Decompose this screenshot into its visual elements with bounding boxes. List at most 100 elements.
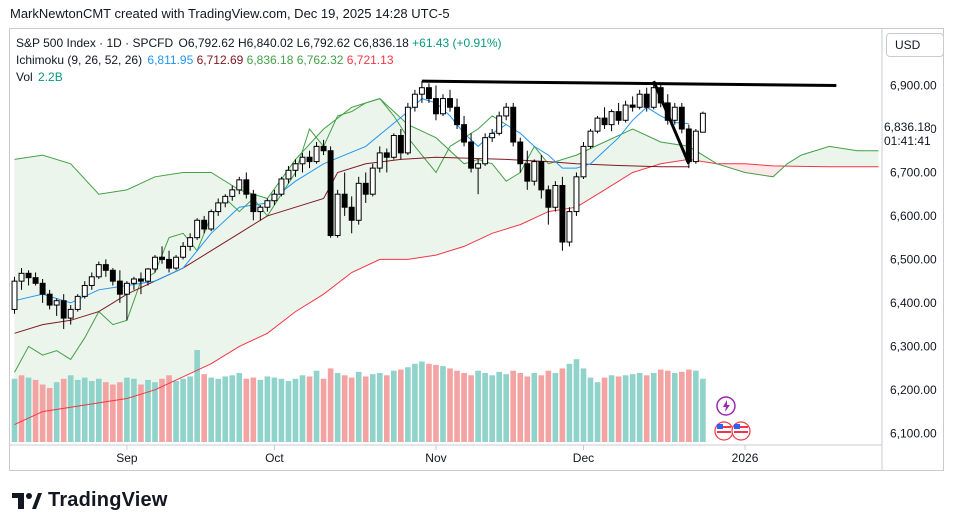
us-flag-canton xyxy=(734,424,741,429)
cloud-segment xyxy=(197,172,205,371)
cloud-segment xyxy=(457,157,465,249)
symbol-label[interactable]: S&P 500 Index · 1D · SPCFD xyxy=(16,36,174,50)
cloud-segment xyxy=(176,172,184,381)
cloud-segment xyxy=(63,161,71,409)
chart-frame[interactable] xyxy=(9,28,944,471)
cloud-segment xyxy=(147,176,155,393)
cloud-segment xyxy=(421,131,429,258)
volume-bar xyxy=(271,377,278,442)
candle-body xyxy=(306,156,313,163)
candle-body xyxy=(440,98,446,115)
candle-body xyxy=(152,256,158,270)
cloud-segment xyxy=(590,145,598,199)
volume-bar xyxy=(60,378,67,442)
volume-bar xyxy=(369,374,376,442)
candle-body xyxy=(173,256,180,269)
cloud-segment xyxy=(98,193,106,403)
candle-body xyxy=(545,189,552,208)
cloud-segment xyxy=(56,159,64,410)
volume-bar xyxy=(573,359,580,442)
volume-bar xyxy=(566,363,573,442)
open-label: O xyxy=(178,36,188,50)
volume-bar xyxy=(629,374,636,442)
cloud-segment xyxy=(850,149,858,167)
candle-body xyxy=(257,206,264,213)
candle-body xyxy=(348,206,355,221)
cloud-segment xyxy=(14,158,22,425)
candle-body xyxy=(411,93,418,108)
candle-body xyxy=(60,300,67,319)
volume-bar xyxy=(222,376,229,442)
volume-bar xyxy=(159,378,165,442)
volume-bars xyxy=(11,350,706,442)
cloud-segment xyxy=(84,178,92,406)
candle-body xyxy=(468,141,475,169)
candle-body xyxy=(510,106,517,143)
currency-button[interactable]: USD xyxy=(886,33,944,57)
cloud-segment xyxy=(105,192,113,402)
volume-label[interactable]: Vol xyxy=(16,70,33,84)
cloud-segment xyxy=(667,143,675,163)
candle-body xyxy=(46,293,53,306)
cloud-segment xyxy=(260,196,268,337)
volume-bar xyxy=(362,376,369,442)
candle-body xyxy=(566,211,573,243)
cloud-segment xyxy=(485,161,493,237)
volume-bar xyxy=(292,378,299,442)
cloud-segment xyxy=(28,156,36,419)
volume-bar xyxy=(299,375,306,442)
volume-bar xyxy=(229,375,236,442)
price-tick-label: 6,900.00 xyxy=(890,79,937,93)
candle-body xyxy=(166,258,173,269)
cloud-segment xyxy=(351,105,359,273)
price-tick-label: 6,400.00 xyxy=(890,296,937,310)
candle-body xyxy=(327,150,334,236)
cloud-segment xyxy=(871,150,879,167)
cloud-segment xyxy=(857,150,865,167)
candle-body xyxy=(622,104,629,121)
cloud-segment xyxy=(169,173,177,384)
volume-bar xyxy=(391,370,397,442)
volume-bar xyxy=(510,370,517,442)
volume-bar xyxy=(173,381,179,442)
price-axis: 6,100.00 6,200.00 6,300.00 6,400.00 6,500.00… xyxy=(881,29,937,470)
volume-bar xyxy=(187,376,193,442)
candle-body xyxy=(208,211,215,230)
volume-bar xyxy=(18,375,25,442)
cloud-segment xyxy=(773,165,781,177)
volume-bar xyxy=(679,371,685,442)
volume-bar xyxy=(433,364,439,442)
cloud-segment xyxy=(843,148,851,167)
candle-body xyxy=(102,264,109,271)
volume-bar xyxy=(531,373,538,442)
candle-body xyxy=(53,300,60,306)
close-label: C xyxy=(353,36,363,50)
candle-body xyxy=(39,282,46,295)
candle-body xyxy=(552,185,559,208)
candle-body xyxy=(601,117,608,126)
candle-body xyxy=(573,176,580,213)
candle-body xyxy=(524,163,531,182)
price-tick-label: 6,700.00 xyxy=(890,165,937,179)
us-flag-stripe xyxy=(734,431,749,433)
volume-bar xyxy=(524,376,531,442)
lightning-bolt-icon xyxy=(722,400,730,412)
low-value: 6,792.62 xyxy=(303,36,351,50)
volume-bar xyxy=(650,373,657,442)
cloud-segment xyxy=(794,155,802,167)
tradingview-logo[interactable]: TradingView xyxy=(12,489,168,512)
candlesticks xyxy=(11,81,706,329)
cloud-segment xyxy=(379,98,387,260)
cloud-segment xyxy=(618,132,626,182)
volume-bar xyxy=(103,382,109,442)
ichimoku-label[interactable]: Ichimoku (9, 26, 52, 26) xyxy=(16,53,143,67)
candle-body xyxy=(678,106,685,130)
volume-bar xyxy=(426,363,432,442)
cloud-segment xyxy=(513,172,521,227)
volume-bar xyxy=(594,382,601,442)
volume-bar xyxy=(376,373,383,442)
candle-body xyxy=(88,276,95,286)
volume-value: 2.2B xyxy=(38,70,63,84)
volume-bar xyxy=(657,369,664,442)
